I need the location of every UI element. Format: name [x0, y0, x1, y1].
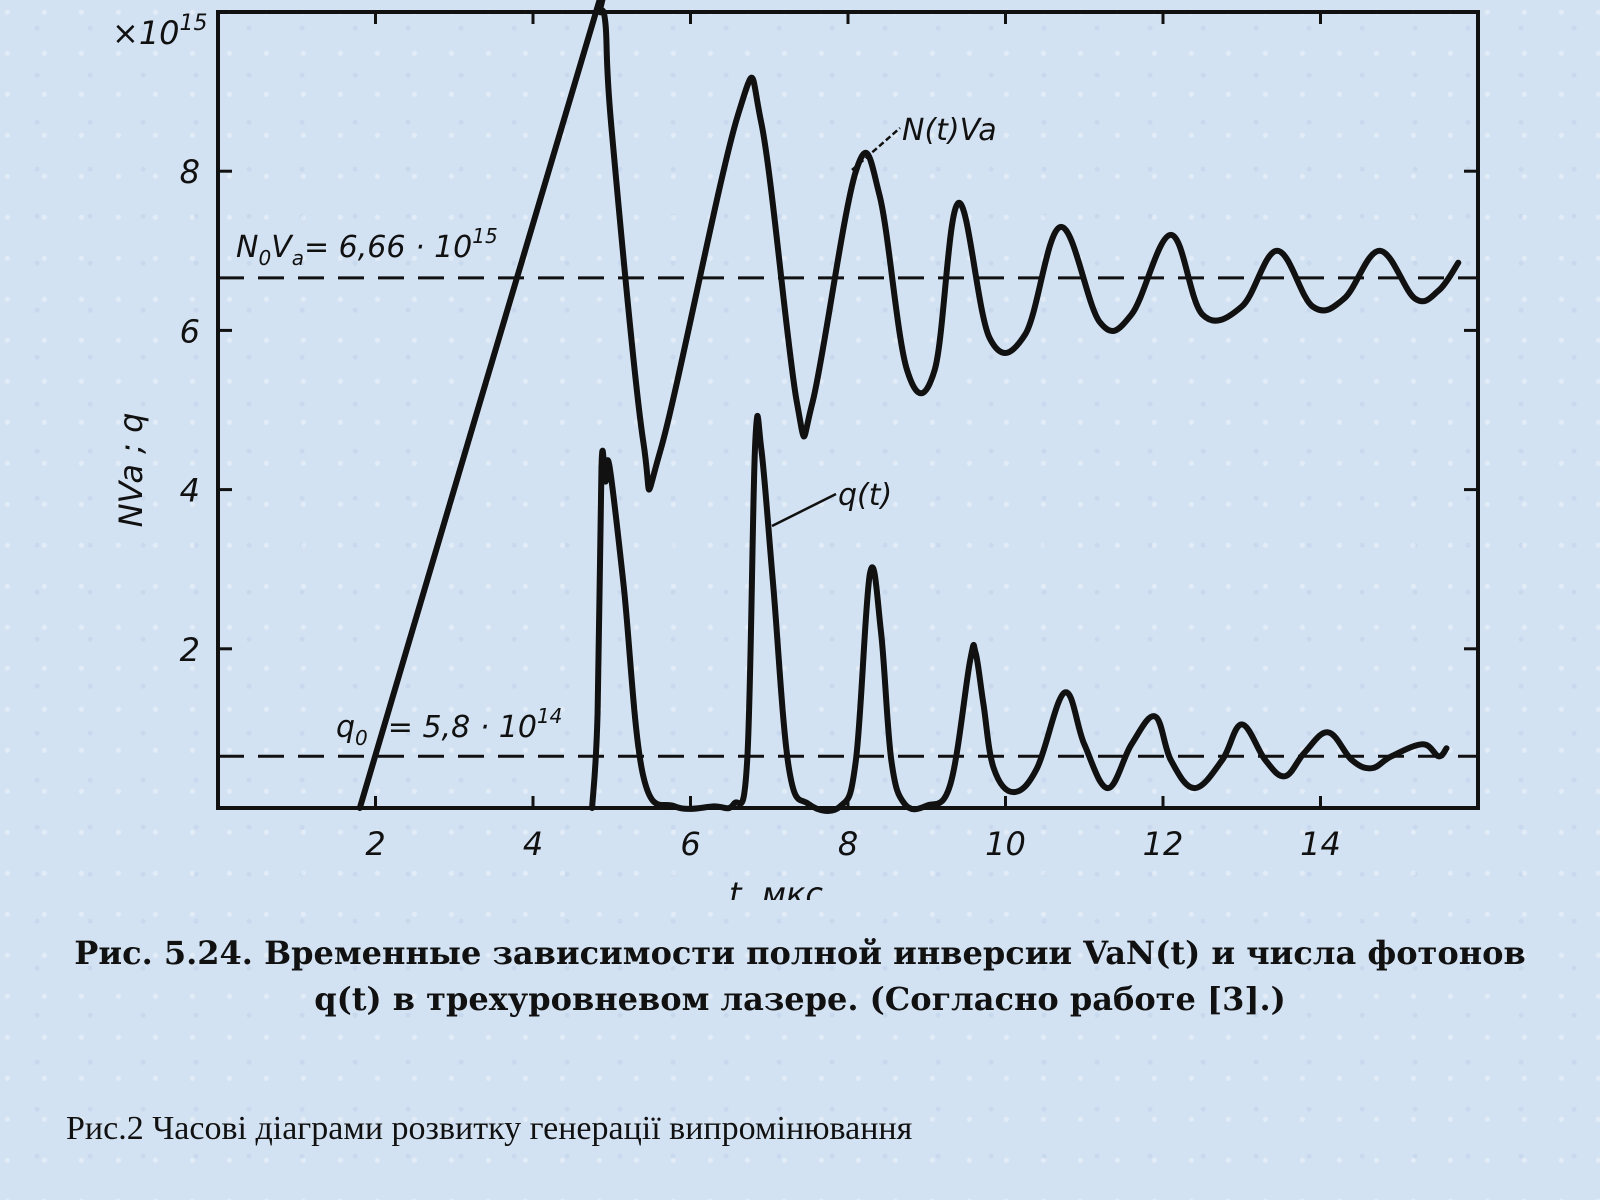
series-label-n-text: N(t)Va	[902, 113, 997, 148]
figure-caption-ua: Рис.2 Часові діаграми розвитку генерації…	[66, 1110, 913, 1147]
y-tick-label: 8	[180, 153, 200, 191]
series-label-n: N(t)Va	[851, 113, 997, 171]
y-multiplier: ×1015	[112, 11, 208, 52]
reference-label-n0va: N0Va= 6,66 · 1015	[236, 224, 498, 270]
series-line-0	[356, 0, 1462, 811]
x-tick-label: 8	[838, 825, 858, 863]
x-axis-title: t, мкс	[729, 875, 823, 900]
reference-label-q0: q0 = 5,8 · 1014	[336, 704, 562, 750]
plot-frame	[216, 10, 1480, 810]
x-tick-label: 6	[680, 825, 700, 863]
series-label-q-text: q(t)	[838, 478, 892, 513]
series-label-q: q(t)	[771, 478, 892, 528]
y-tick-label: 4	[180, 472, 200, 510]
y-tick-label: 6	[180, 312, 200, 350]
figure-caption-ru: Рис. 5.24. Временные зависимости полной …	[0, 930, 1600, 1022]
caption-ru-line-2: q(t) в трехуровневом лазере. (Согласно р…	[314, 980, 1286, 1018]
y-tick-label: 2	[180, 631, 200, 669]
x-tick-label: 12	[1143, 825, 1184, 863]
y-axis-title: NVa ; q	[112, 413, 150, 528]
x-tick-label: 2	[365, 825, 385, 863]
series-line-1	[589, 412, 1450, 814]
chart: 2 4 6 8 10 12 14 2 4 6 8 ×1015 NVa ; q t, мкс N0Va…	[112, 0, 1480, 900]
x-tick-label: 4	[523, 825, 543, 863]
x-tick-label: 14	[1300, 825, 1341, 863]
x-tick-label: 10	[985, 825, 1026, 863]
caption-ru-line-1: Рис. 5.24. Временные зависимости полной …	[74, 934, 1526, 972]
